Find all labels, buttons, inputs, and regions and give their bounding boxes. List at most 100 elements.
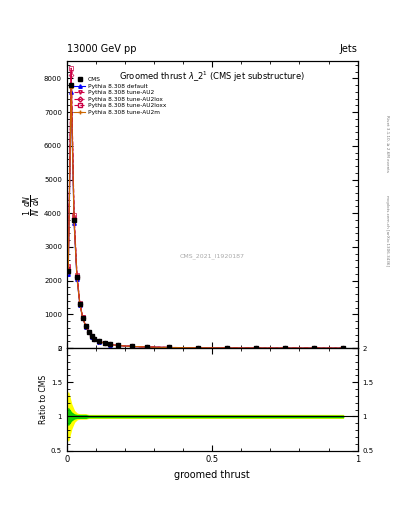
- Pythia 8.308 tune-AU2m: [92, 336, 97, 342]
- CMS: [145, 344, 149, 350]
- CMS: [224, 345, 229, 351]
- Pythia 8.308 tune-AU2: [83, 323, 88, 329]
- Pythia 8.308 tune-AU2lox: [108, 342, 113, 348]
- Pythia 8.308 tune-AU2: [253, 345, 258, 351]
- Pythia 8.308 default: [102, 340, 107, 346]
- Pythia 8.308 default: [130, 344, 135, 350]
- Pythia 8.308 tune-AU2m: [83, 324, 88, 330]
- CMS: [69, 82, 73, 88]
- Pythia 8.308 tune-AU2m: [66, 269, 71, 275]
- Pythia 8.308 tune-AU2lox: [253, 345, 258, 351]
- Pythia 8.308 tune-AU2lox: [69, 72, 73, 78]
- Pythia 8.308 default: [312, 345, 316, 351]
- Pythia 8.308 tune-AU2lox: [283, 345, 287, 351]
- Y-axis label: Ratio to CMS: Ratio to CMS: [39, 375, 48, 424]
- Pythia 8.308 tune-AU2: [166, 345, 171, 351]
- CMS: [83, 323, 88, 329]
- Pythia 8.308 tune-AU2lox: [92, 336, 97, 342]
- Pythia 8.308 tune-AU2: [72, 214, 77, 220]
- Pythia 8.308 tune-AU2loxx: [77, 300, 82, 306]
- Pythia 8.308 tune-AU2loxx: [166, 345, 171, 351]
- Pythia 8.308 tune-AU2lox: [102, 340, 107, 346]
- CMS: [253, 345, 258, 351]
- Pythia 8.308 tune-AU2m: [86, 329, 91, 335]
- Pythia 8.308 tune-AU2lox: [195, 345, 200, 351]
- Pythia 8.308 tune-AU2: [312, 345, 316, 351]
- Pythia 8.308 tune-AU2m: [145, 344, 149, 350]
- Pythia 8.308 tune-AU2lox: [166, 345, 171, 351]
- Pythia 8.308 tune-AU2lox: [312, 345, 316, 351]
- Pythia 8.308 tune-AU2: [145, 344, 149, 350]
- Pythia 8.308 tune-AU2loxx: [283, 345, 287, 351]
- Pythia 8.308 tune-AU2: [77, 301, 82, 307]
- Line: Pythia 8.308 default: Pythia 8.308 default: [66, 90, 345, 350]
- Pythia 8.308 default: [72, 220, 77, 226]
- Pythia 8.308 tune-AU2loxx: [108, 342, 113, 348]
- Pythia 8.308 default: [66, 271, 71, 277]
- Pythia 8.308 default: [253, 345, 258, 351]
- Pythia 8.308 tune-AU2loxx: [72, 212, 77, 218]
- Pythia 8.308 tune-AU2m: [130, 344, 135, 350]
- Pythia 8.308 tune-AU2: [89, 333, 94, 339]
- Pythia 8.308 tune-AU2lox: [341, 345, 345, 351]
- Pythia 8.308 default: [166, 345, 171, 351]
- CMS: [92, 336, 97, 342]
- CMS: [195, 345, 200, 351]
- Pythia 8.308 tune-AU2lox: [116, 343, 120, 349]
- Pythia 8.308 tune-AU2lox: [145, 344, 149, 350]
- Line: CMS: CMS: [66, 83, 345, 350]
- CMS: [108, 342, 113, 348]
- Pythia 8.308 tune-AU2lox: [96, 338, 101, 345]
- Pythia 8.308 tune-AU2m: [77, 302, 82, 308]
- Pythia 8.308 tune-AU2loxx: [130, 344, 135, 350]
- Pythia 8.308 tune-AU2m: [102, 340, 107, 346]
- Pythia 8.308 tune-AU2lox: [66, 266, 71, 272]
- CMS: [96, 338, 101, 345]
- Pythia 8.308 tune-AU2loxx: [195, 345, 200, 351]
- Pythia 8.308 tune-AU2loxx: [86, 329, 91, 335]
- CMS: [102, 340, 107, 346]
- Pythia 8.308 tune-AU2m: [224, 345, 229, 351]
- Pythia 8.308 default: [81, 315, 85, 322]
- Text: Rivet 3.1.10, ≥ 2.6M events: Rivet 3.1.10, ≥ 2.6M events: [385, 115, 389, 172]
- Pythia 8.308 tune-AU2lox: [130, 344, 135, 350]
- CMS: [77, 301, 82, 307]
- Pythia 8.308 tune-AU2lox: [83, 323, 88, 329]
- Pythia 8.308 default: [224, 345, 229, 351]
- Pythia 8.308 tune-AU2loxx: [224, 345, 229, 351]
- Pythia 8.308 default: [108, 342, 113, 348]
- Pythia 8.308 tune-AU2m: [75, 275, 79, 281]
- Pythia 8.308 tune-AU2: [102, 340, 107, 346]
- Pythia 8.308 tune-AU2: [75, 272, 79, 279]
- CMS: [89, 333, 94, 339]
- Pythia 8.308 tune-AU2: [66, 264, 71, 270]
- Pythia 8.308 default: [77, 302, 82, 308]
- Pythia 8.308 tune-AU2m: [96, 338, 101, 345]
- Pythia 8.308 tune-AU2m: [195, 345, 200, 351]
- Text: Jets: Jets: [340, 44, 358, 54]
- Pythia 8.308 default: [89, 333, 94, 339]
- Pythia 8.308 default: [86, 329, 91, 335]
- Pythia 8.308 tune-AU2: [86, 329, 91, 335]
- Pythia 8.308 tune-AU2m: [312, 345, 316, 351]
- Pythia 8.308 tune-AU2loxx: [69, 65, 73, 71]
- Pythia 8.308 tune-AU2: [283, 345, 287, 351]
- Pythia 8.308 default: [75, 276, 79, 282]
- Pythia 8.308 tune-AU2loxx: [89, 333, 94, 339]
- Pythia 8.308 tune-AU2loxx: [66, 263, 71, 269]
- CMS: [312, 345, 316, 351]
- Pythia 8.308 tune-AU2lox: [75, 273, 79, 280]
- Pythia 8.308 tune-AU2: [130, 344, 135, 350]
- Pythia 8.308 tune-AU2m: [116, 343, 120, 349]
- Pythia 8.308 tune-AU2m: [341, 345, 345, 351]
- Pythia 8.308 tune-AU2: [69, 69, 73, 75]
- Pythia 8.308 default: [283, 345, 287, 351]
- Pythia 8.308 tune-AU2: [195, 345, 200, 351]
- Line: Pythia 8.308 tune-AU2lox: Pythia 8.308 tune-AU2lox: [66, 73, 345, 350]
- CMS: [66, 267, 71, 273]
- CMS: [283, 345, 287, 351]
- Pythia 8.308 tune-AU2loxx: [312, 345, 316, 351]
- Pythia 8.308 tune-AU2loxx: [341, 345, 345, 351]
- CMS: [72, 217, 77, 223]
- Pythia 8.308 tune-AU2lox: [77, 301, 82, 307]
